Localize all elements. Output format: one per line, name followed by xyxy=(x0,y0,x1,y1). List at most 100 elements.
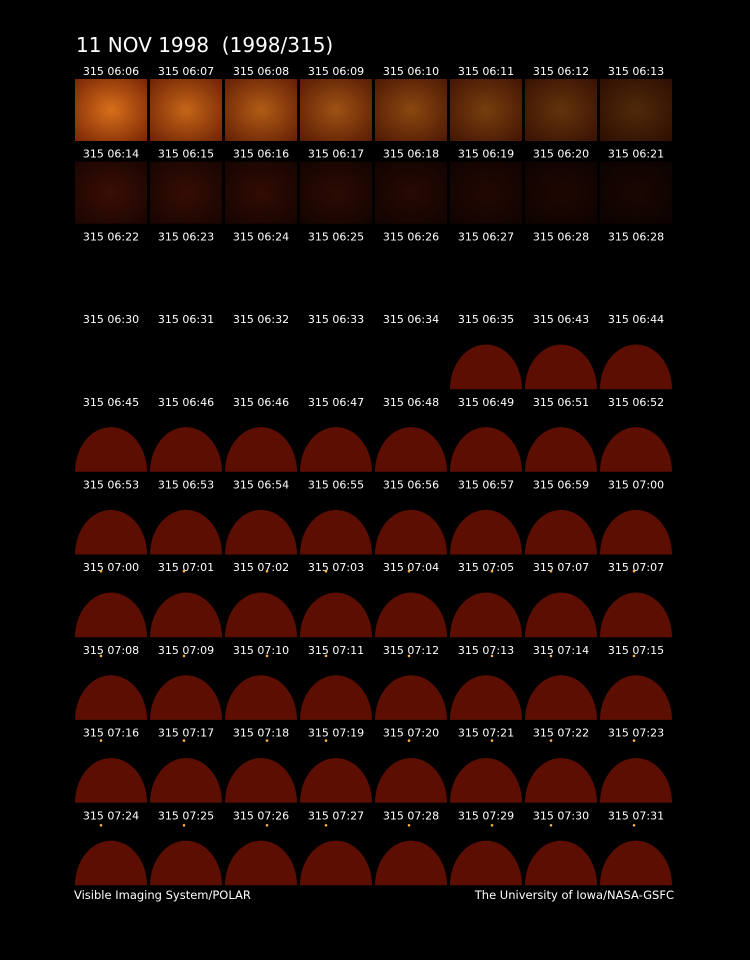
frame-label: 315 07:26 xyxy=(233,809,289,822)
frame-label: 315 06:44 xyxy=(608,313,664,326)
frame-label: 315 07:02 xyxy=(233,561,289,574)
frame-label: 315 06:55 xyxy=(308,479,364,492)
frame-image xyxy=(525,592,597,638)
frame-dot xyxy=(490,654,494,658)
frame-label: 315 06:52 xyxy=(608,396,664,409)
frame-image xyxy=(300,509,372,555)
frame-image xyxy=(75,840,147,886)
frame-label: 315 06:14 xyxy=(83,148,139,161)
frame-label: 315 06:31 xyxy=(158,313,214,326)
frame-label: 315 06:46 xyxy=(233,396,289,409)
frame-label: 315 06:07 xyxy=(158,65,214,78)
frame-label: 315 06:53 xyxy=(158,479,214,492)
frame-image xyxy=(150,840,222,886)
frame-dot xyxy=(407,739,411,742)
frame-label: 315 07:27 xyxy=(308,809,364,822)
frame-image xyxy=(375,675,447,720)
frame-image xyxy=(375,592,447,638)
frame-label: 315 06:34 xyxy=(383,313,439,326)
frame-dot xyxy=(490,569,494,573)
frame-image xyxy=(600,592,672,638)
frame-image xyxy=(75,161,147,224)
frame-dot xyxy=(549,824,553,827)
frame-image xyxy=(600,79,672,141)
frame-image xyxy=(75,427,147,472)
frame-image xyxy=(450,757,522,803)
frame-label: 315 06:59 xyxy=(533,479,589,492)
frame-dot xyxy=(549,654,553,658)
frame-image xyxy=(150,757,222,803)
frame-label: 315 06:28 xyxy=(608,230,664,243)
frame-image xyxy=(300,79,372,141)
frame-label: 315 07:29 xyxy=(458,809,514,822)
frame-label: 315 07:21 xyxy=(458,727,514,740)
frame-label: 315 06:28 xyxy=(533,230,589,243)
frame-label: 315 07:00 xyxy=(608,479,664,492)
frame-image xyxy=(225,79,297,141)
frame-label: 315 06:32 xyxy=(233,313,289,326)
frame-label: 315 07:13 xyxy=(458,644,514,657)
title: 11 NOV 1998 (1998/315) xyxy=(76,33,333,57)
frame-image xyxy=(600,675,672,720)
frame-dot xyxy=(182,569,186,573)
frame-dot xyxy=(265,654,269,658)
frame-label: 315 06:54 xyxy=(233,479,289,492)
frame-label: 315 07:19 xyxy=(308,727,364,740)
frame-image xyxy=(525,675,597,720)
frame-image xyxy=(150,161,222,224)
frame-label: 315 06:24 xyxy=(233,230,289,243)
frame-image xyxy=(450,675,522,720)
frame-image xyxy=(375,757,447,803)
frame-label: 315 06:33 xyxy=(308,313,364,326)
frame-label: 315 06:19 xyxy=(458,148,514,161)
frame-image xyxy=(75,79,147,141)
frame-label: 315 07:31 xyxy=(608,809,664,822)
frame-image xyxy=(375,79,447,141)
frame-label: 315 06:47 xyxy=(308,396,364,409)
frame-image xyxy=(150,592,222,638)
frame-dot xyxy=(182,739,186,742)
frame-dot xyxy=(490,739,494,742)
frame-dot xyxy=(549,569,553,573)
frame-image xyxy=(150,79,222,141)
frame-label: 315 06:48 xyxy=(383,396,439,409)
frame-image xyxy=(525,509,597,555)
frame-label: 315 06:23 xyxy=(158,230,214,243)
frame-image xyxy=(375,840,447,886)
frame-label: 315 06:53 xyxy=(83,479,139,492)
frame-label: 315 06:35 xyxy=(458,313,514,326)
frame-image xyxy=(450,592,522,638)
frame-image xyxy=(150,427,222,472)
frame-dot xyxy=(549,739,553,742)
frame-image xyxy=(225,427,297,472)
frame-label: 315 06:27 xyxy=(458,230,514,243)
frame-image xyxy=(450,840,522,886)
frame-image xyxy=(450,509,522,555)
frame-image xyxy=(225,509,297,555)
frame-image xyxy=(600,840,672,886)
frame-image xyxy=(600,509,672,555)
frame-dot xyxy=(99,739,103,742)
frame-dot xyxy=(99,824,103,827)
frame-label: 315 06:18 xyxy=(383,148,439,161)
frame-image xyxy=(600,427,672,472)
frame-label: 315 07:16 xyxy=(83,727,139,740)
frame-image xyxy=(300,675,372,720)
frame-image xyxy=(75,757,147,803)
frame-label: 315 06:49 xyxy=(458,396,514,409)
frame-dot xyxy=(407,654,411,658)
frame-image xyxy=(450,161,522,224)
footer-left: Visible Imaging System/POLAR xyxy=(74,888,251,902)
frame-label: 315 06:51 xyxy=(533,396,589,409)
frame-dot xyxy=(265,824,269,827)
frame-label: 315 06:20 xyxy=(533,148,589,161)
frame-dot xyxy=(490,824,494,827)
frame-label: 315 07:10 xyxy=(233,644,289,657)
frame-label: 315 06:22 xyxy=(83,230,139,243)
frame-label: 315 07:15 xyxy=(608,644,664,657)
frame-label: 315 07:08 xyxy=(83,644,139,657)
frame-image xyxy=(75,509,147,555)
frame-label: 315 07:28 xyxy=(383,809,439,822)
frame-label: 315 07:25 xyxy=(158,809,214,822)
